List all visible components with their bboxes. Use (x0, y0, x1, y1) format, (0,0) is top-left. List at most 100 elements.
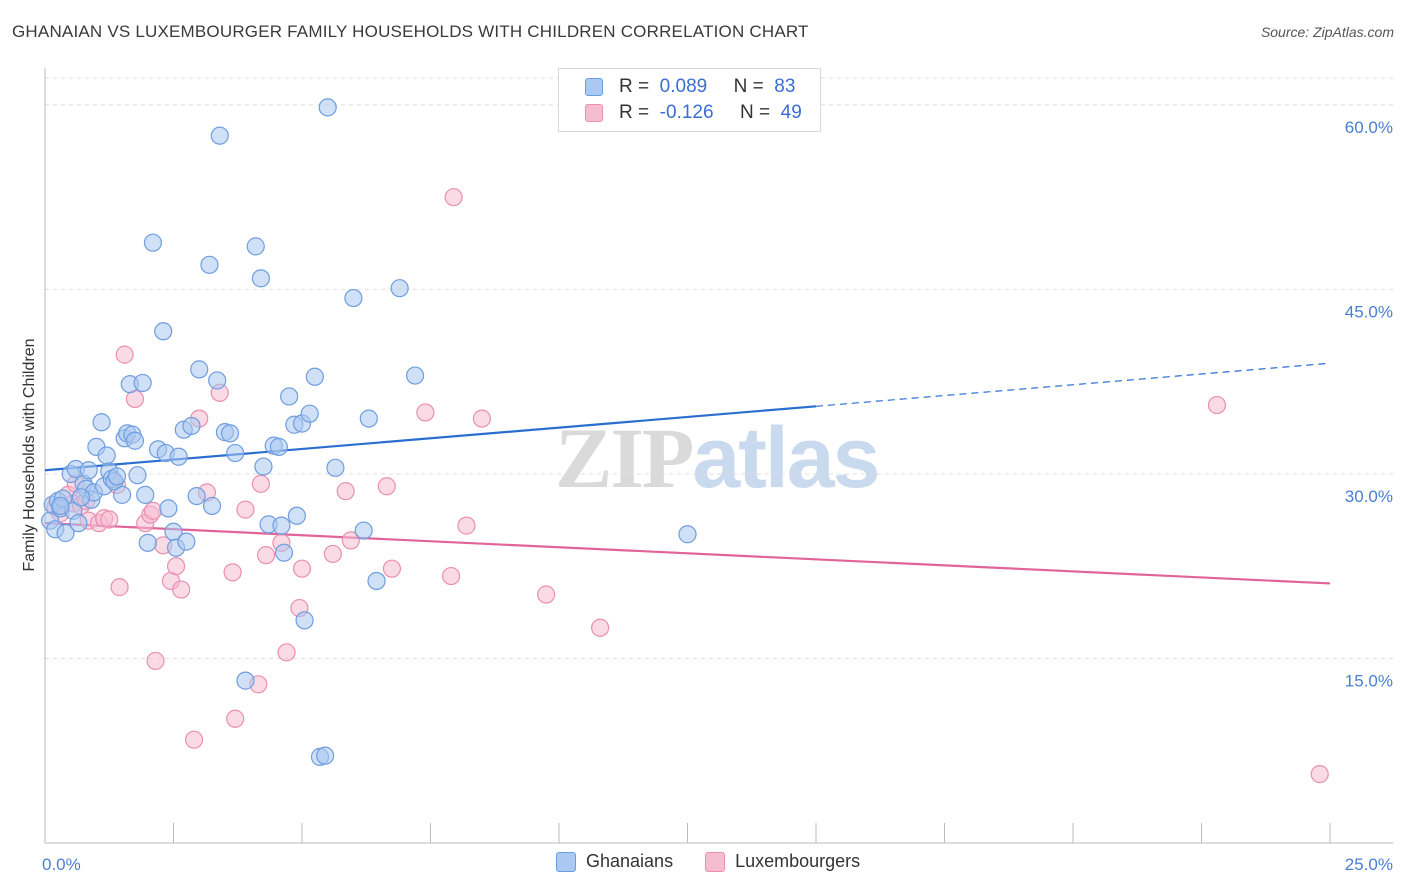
point-ghanaians-65 (287, 506, 306, 525)
point-luxembourgers-29 (236, 500, 255, 519)
point-ghanaians-19 (97, 446, 116, 465)
point-luxembourgers-23 (184, 730, 204, 749)
point-ghanaians-31 (133, 373, 152, 393)
point-luxembourgers-44 (444, 188, 463, 207)
point-ghanaians-62 (274, 543, 294, 562)
point-ghanaians-30 (128, 466, 147, 485)
point-ghanaians-52 (220, 424, 240, 443)
legend-r-value: 0.089 (659, 76, 708, 97)
point-ghanaians-53 (226, 443, 245, 463)
point-ghanaians-50 (210, 126, 229, 145)
point-ghanaians-46 (190, 360, 209, 379)
point-ghanaians-81 (51, 496, 70, 516)
legend-n-value: 83 (774, 76, 796, 97)
point-ghanaians-36 (154, 322, 173, 341)
point-luxembourgers-27 (223, 563, 242, 582)
point-ghanaians-71 (316, 746, 335, 765)
legend-n-value: 49 (780, 102, 802, 123)
trend-line-ghanaians-extension (815, 362, 1331, 407)
point-luxembourgers-31 (251, 474, 270, 493)
legend-label-luxembourgers: Luxembourgers (735, 851, 861, 871)
point-ghanaians-48 (202, 496, 222, 516)
point-ghanaians-55 (246, 237, 265, 256)
legend-r-label: R = (619, 76, 650, 97)
legend-n-label: N = (739, 102, 771, 123)
trend-lines (44, 362, 1331, 585)
y-axis-label: Family Households with Children (21, 339, 38, 572)
point-luxembourgers-41 (382, 559, 402, 578)
point-luxembourgers-50 (1310, 765, 1329, 784)
point-luxembourgers-10 (100, 510, 119, 529)
legend-label-ghanaians: Ghanaians (586, 851, 674, 871)
point-luxembourgers-13 (115, 345, 134, 364)
point-ghanaians-80 (678, 525, 697, 544)
point-luxembourgers-47 (537, 585, 556, 604)
point-ghanaians-17 (92, 413, 111, 432)
point-ghanaians-23 (107, 467, 127, 486)
point-luxembourgers-12 (110, 578, 129, 597)
point-ghanaians-69 (305, 367, 324, 386)
y-tick-label-1: 30.0% (1345, 487, 1393, 506)
point-luxembourgers-39 (341, 531, 360, 550)
point-ghanaians-45 (187, 486, 206, 506)
point-ghanaians-24 (112, 485, 132, 504)
point-ghanaians-61 (272, 516, 291, 535)
legend-n-label: N = (733, 76, 764, 97)
point-ghanaians-67 (295, 611, 314, 630)
point-ghanaians-78 (390, 279, 409, 298)
watermark: ZIPatlas (555, 408, 880, 508)
point-luxembourgers-22 (172, 580, 191, 599)
point-luxembourgers-40 (377, 477, 396, 496)
legend-item-ghanaians[interactable]: Ghanaians (556, 851, 673, 872)
point-luxembourgers-48 (591, 618, 610, 637)
point-ghanaians-6 (56, 523, 75, 543)
point-ghanaians-13 (79, 461, 98, 480)
point-ghanaians-47 (200, 255, 219, 274)
axes (44, 68, 1393, 844)
point-ghanaians-56 (251, 269, 270, 288)
point-ghanaians-29 (125, 431, 145, 450)
legend-r-value: -0.126 (659, 102, 714, 123)
point-ghanaians-76 (359, 409, 378, 428)
point-ghanaians-74 (344, 288, 363, 308)
point-luxembourgers-46 (472, 409, 491, 428)
point-luxembourgers-42 (416, 403, 435, 422)
point-ghanaians-82 (71, 488, 91, 507)
legend-r-label: R = (619, 102, 650, 123)
legend-item-luxembourgers[interactable]: Luxembourgers (705, 851, 860, 872)
point-ghanaians-60 (269, 437, 288, 456)
point-ghanaians-49 (208, 371, 227, 390)
chart-source: Source: ZipAtlas.com (1260, 24, 1394, 40)
legend-swatch-pink (585, 104, 603, 122)
point-luxembourgers-28 (226, 709, 245, 728)
point-ghanaians-57 (254, 457, 273, 476)
point-ghanaians-32 (136, 485, 155, 504)
chart-title: GHANAIAN VS LUXEMBOURGER FAMILY HOUSEHOL… (12, 22, 809, 41)
tick-labels: 15.0% 30.0% 45.0% 60.0% 0.0% 25.0% (42, 118, 1393, 874)
point-ghanaians-77 (367, 571, 386, 591)
point-ghanaians-63 (280, 387, 299, 406)
y-tick-label-2: 45.0% (1345, 302, 1393, 321)
point-ghanaians-38 (159, 499, 178, 518)
point-luxembourgers-17 (143, 501, 163, 520)
trend-line-luxembourgers (44, 522, 1331, 585)
x-tick-label-1: 25.0% (1345, 855, 1393, 874)
grid-lines (45, 77, 1393, 659)
point-luxembourgers-49 (1207, 395, 1227, 415)
point-ghanaians-79 (405, 366, 425, 385)
point-luxembourgers-18 (146, 651, 165, 671)
legend-swatch-ghanaians (556, 851, 576, 872)
point-luxembourgers-32 (256, 546, 276, 565)
point-luxembourgers-37 (323, 544, 342, 564)
point-luxembourgers-34 (277, 643, 296, 662)
legend-row-ghanaians: R = 0.089 N = 83 (585, 75, 795, 99)
point-ghanaians-72 (318, 98, 337, 117)
watermark-atlas: atlas (692, 410, 880, 506)
point-ghanaians-10 (69, 514, 88, 533)
point-luxembourgers-45 (457, 516, 476, 535)
point-ghanaians-33 (138, 533, 157, 552)
data-points (41, 98, 1329, 784)
point-ghanaians-34 (143, 233, 163, 252)
stats-legend: R = 0.089 N = 83 R = -0.126 N = 49 (558, 68, 821, 132)
